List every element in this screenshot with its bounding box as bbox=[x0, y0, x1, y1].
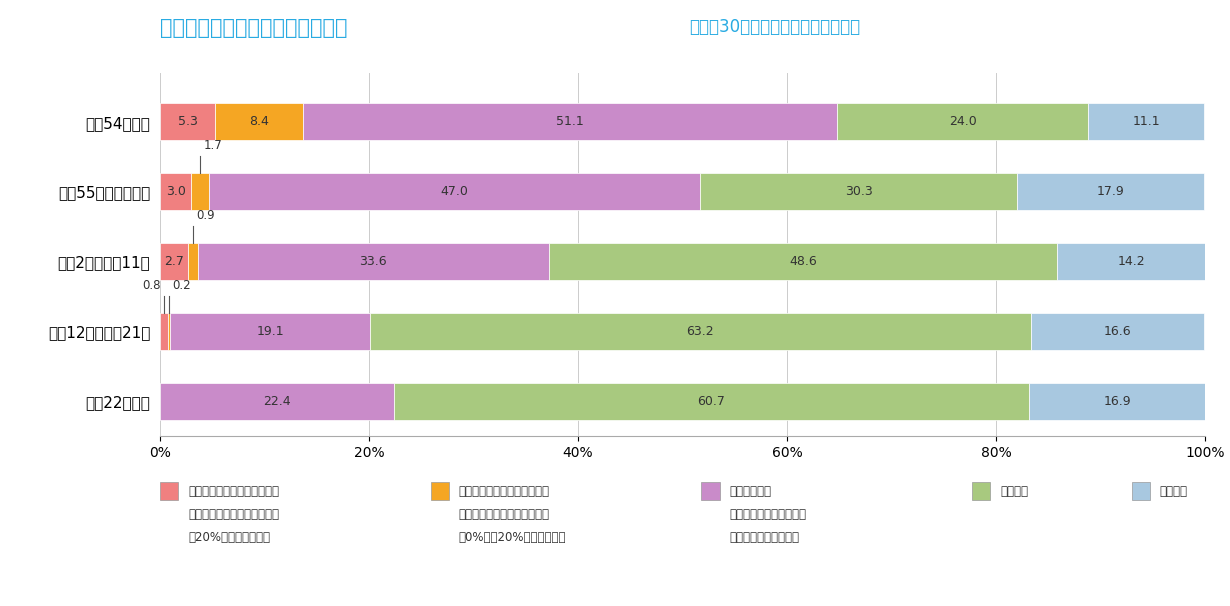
Text: 所在不明・連絡先不通の: 所在不明・連絡先不通の bbox=[729, 508, 807, 521]
Bar bbox=[1017, 173, 1204, 210]
Text: 3.0: 3.0 bbox=[166, 185, 186, 198]
Text: 51.1: 51.1 bbox=[556, 115, 584, 128]
Bar bbox=[169, 313, 170, 350]
Bar bbox=[303, 104, 838, 140]
Text: 60.7: 60.7 bbox=[697, 395, 726, 408]
Text: 0.9: 0.9 bbox=[196, 209, 214, 222]
Text: 5.3: 5.3 bbox=[177, 115, 198, 128]
Text: 空室があるが: 空室があるが bbox=[729, 485, 771, 498]
Text: 0.2: 0.2 bbox=[172, 279, 191, 292]
Bar bbox=[370, 313, 1031, 350]
Text: マンションの総戸数に対する: マンションの総戸数に対する bbox=[188, 485, 279, 498]
Text: マンションの総戸数に対する: マンションの総戸数に対する bbox=[459, 485, 550, 498]
Text: 住戸がないマンション: 住戸がないマンション bbox=[729, 531, 800, 544]
Text: 48.6: 48.6 bbox=[788, 255, 817, 268]
Bar bbox=[1057, 244, 1205, 280]
Text: 30.3: 30.3 bbox=[845, 185, 873, 198]
Text: 14.2: 14.2 bbox=[1117, 255, 1145, 268]
Bar bbox=[160, 383, 394, 419]
Bar bbox=[1028, 383, 1205, 419]
Bar bbox=[192, 173, 209, 210]
Bar bbox=[838, 104, 1089, 140]
Text: 16.6: 16.6 bbox=[1103, 325, 1132, 338]
Text: 空室なし: 空室なし bbox=[1000, 485, 1028, 498]
Text: 24.0: 24.0 bbox=[950, 115, 977, 128]
Text: が0%超〜20%のマンション: が0%超〜20%のマンション bbox=[459, 531, 566, 544]
Bar bbox=[160, 173, 192, 210]
Text: 33.6: 33.6 bbox=[359, 255, 387, 268]
Bar bbox=[700, 173, 1017, 210]
Bar bbox=[1031, 313, 1204, 350]
Bar bbox=[549, 244, 1057, 280]
Text: 0.8: 0.8 bbox=[143, 279, 161, 292]
Text: 所在不明・連絡先不通の戸数割合: 所在不明・連絡先不通の戸数割合 bbox=[160, 18, 347, 38]
Bar bbox=[215, 104, 303, 140]
Bar bbox=[188, 244, 198, 280]
Bar bbox=[160, 104, 215, 140]
Bar bbox=[394, 383, 1028, 419]
Text: 1.7: 1.7 bbox=[203, 139, 223, 153]
Bar bbox=[198, 244, 549, 280]
Bar bbox=[160, 244, 188, 280]
Bar bbox=[170, 313, 370, 350]
Text: 63.2: 63.2 bbox=[686, 325, 715, 338]
Text: 47.0: 47.0 bbox=[440, 185, 469, 198]
Text: （平成30年度マンション総合調査）: （平成30年度マンション総合調査） bbox=[689, 18, 860, 36]
Text: 22.4: 22.4 bbox=[263, 395, 290, 408]
Text: 8.4: 8.4 bbox=[250, 115, 269, 128]
Text: が20%超のマンション: が20%超のマンション bbox=[188, 531, 271, 544]
Bar bbox=[1089, 104, 1204, 140]
Bar bbox=[160, 313, 169, 350]
Text: 17.9: 17.9 bbox=[1097, 185, 1124, 198]
Text: 16.9: 16.9 bbox=[1103, 395, 1130, 408]
Text: 2.7: 2.7 bbox=[164, 255, 184, 268]
Text: 回答なし: 回答なし bbox=[1160, 485, 1188, 498]
Text: 所在不明・連絡先不通の住戸: 所在不明・連絡先不通の住戸 bbox=[459, 508, 550, 521]
Text: 11.1: 11.1 bbox=[1133, 115, 1160, 128]
Bar bbox=[209, 173, 700, 210]
Text: 19.1: 19.1 bbox=[256, 325, 284, 338]
Text: 所在不明・連絡先不通の住戸: 所在不明・連絡先不通の住戸 bbox=[188, 508, 279, 521]
